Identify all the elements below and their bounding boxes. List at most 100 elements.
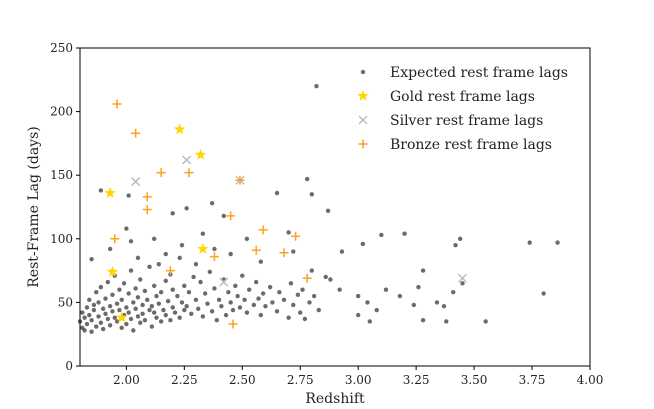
data-point: [80, 310, 85, 315]
x-tick-label: 2.75: [287, 373, 314, 387]
data-point: [251, 302, 257, 308]
data-point: [205, 301, 210, 306]
data-point: [197, 242, 209, 254]
data-point: [309, 268, 315, 273]
y-tick-label: 200: [50, 105, 73, 119]
data-point: [140, 311, 145, 317]
data-point: [124, 305, 129, 310]
data-point: [131, 177, 141, 187]
data-point: [420, 268, 426, 273]
data-point: [96, 300, 101, 305]
data-point: [184, 304, 189, 309]
data-point: [170, 287, 175, 292]
data-point: [103, 296, 108, 301]
legend-label: Bronze rest frame lags: [390, 137, 552, 153]
data-point: [237, 305, 243, 310]
x-tick-label: 2.00: [113, 373, 140, 387]
data-point: [84, 305, 90, 310]
legend-item: Expected rest frame lags: [360, 65, 568, 81]
data-point: [451, 290, 456, 295]
data-point: [209, 200, 215, 206]
data-point: [184, 206, 189, 211]
data-point: [114, 319, 120, 324]
data-point: [302, 316, 308, 322]
legend-marker: [358, 115, 368, 125]
data-point: [126, 193, 131, 198]
data-point: [191, 274, 196, 280]
data-point: [131, 328, 136, 333]
data-point: [135, 314, 141, 319]
plot-frame: [79, 47, 591, 367]
data-point: [314, 83, 319, 89]
data-point: [105, 279, 111, 285]
data-point: [182, 155, 192, 165]
x-tick-label: 3.75: [519, 373, 546, 387]
data-point: [402, 231, 407, 236]
data-point: [194, 148, 207, 160]
data-point: [416, 284, 421, 290]
series-x: [131, 155, 468, 287]
data-point: [483, 319, 488, 324]
data-point: [323, 274, 328, 280]
data-point: [124, 226, 129, 231]
data-point: [288, 281, 294, 286]
data-point: [235, 175, 245, 185]
data-point: [291, 302, 296, 308]
data-point: [286, 230, 291, 235]
data-point: [420, 318, 426, 323]
series-plus: [110, 99, 312, 329]
data-point: [434, 300, 440, 305]
data-point: [82, 328, 87, 333]
legend-label: Expected rest frame lags: [390, 65, 568, 81]
data-point: [142, 192, 152, 202]
data-point: [135, 255, 141, 261]
data-point: [91, 302, 97, 308]
data-point: [133, 306, 138, 311]
data-point: [154, 293, 159, 299]
data-point: [98, 284, 104, 290]
data-point: [379, 232, 384, 238]
series-star: [104, 123, 209, 323]
data-point: [107, 304, 113, 309]
data-point: [165, 298, 171, 304]
x-tick-label: 3.25: [403, 373, 430, 387]
data-point: [302, 273, 312, 283]
data-point: [228, 251, 233, 257]
data-point: [263, 304, 268, 309]
data-point: [100, 306, 106, 311]
data-point: [107, 323, 113, 328]
data-point: [244, 310, 250, 315]
data-point: [328, 277, 333, 282]
data-point: [360, 241, 366, 247]
data-point: [154, 315, 159, 320]
x-tick-label: 2.25: [171, 373, 198, 387]
data-point: [216, 297, 222, 303]
data-point: [110, 234, 120, 244]
data-point: [89, 318, 94, 323]
series-dot: [77, 83, 560, 334]
data-point: [277, 290, 282, 295]
data-point: [453, 242, 458, 248]
legend-item: Gold rest frame lags: [357, 89, 535, 105]
data-point: [179, 242, 185, 248]
data-point: [207, 269, 213, 275]
data-point: [177, 315, 182, 320]
data-point: [96, 314, 101, 319]
data-point: [253, 279, 259, 285]
y-tick-label: 100: [50, 232, 73, 246]
data-point: [233, 283, 238, 289]
data-point: [105, 316, 111, 322]
data-point: [94, 290, 99, 295]
data-point: [163, 278, 168, 283]
data-point: [177, 255, 182, 261]
data-point: [258, 225, 268, 235]
data-point: [242, 297, 247, 303]
data-point: [309, 192, 315, 197]
data-point: [89, 256, 94, 262]
legend: Expected rest frame lags Gold rest frame …: [357, 65, 568, 153]
data-point: [163, 312, 168, 318]
data-point: [173, 123, 186, 135]
data-point: [202, 291, 208, 296]
data-point: [355, 293, 361, 299]
data-point: [89, 329, 94, 334]
